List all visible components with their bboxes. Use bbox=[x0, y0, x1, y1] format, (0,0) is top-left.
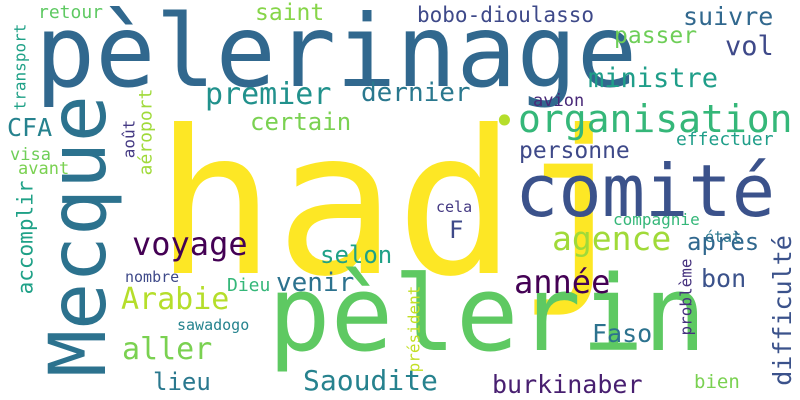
word-cela: cela bbox=[436, 198, 473, 216]
word-effectuer: effectuer bbox=[676, 129, 774, 150]
word-probleme: problème bbox=[677, 258, 696, 336]
word-transport: transport bbox=[10, 23, 29, 111]
word-burkinaber: burkinaber bbox=[492, 370, 643, 399]
word-suivre: suivre bbox=[683, 2, 774, 31]
word-bien: bien bbox=[694, 371, 740, 393]
word-avion: avion bbox=[533, 91, 585, 111]
word-voyage: voyage bbox=[132, 225, 248, 263]
word-hadj: hadj bbox=[155, 88, 637, 321]
word-difficulte: difficulté bbox=[767, 234, 797, 386]
word-sawadogo: sawadogo bbox=[177, 316, 250, 334]
word-president: président bbox=[403, 285, 423, 373]
word-bobo: bobo-dioulasso bbox=[417, 3, 595, 27]
word-cfa: CFA bbox=[7, 113, 53, 142]
word-arabie: Arabie bbox=[121, 282, 230, 317]
word-retour: retour bbox=[38, 2, 104, 23]
word-organisation: organisation bbox=[518, 97, 793, 141]
word-compagnie: compagnie bbox=[613, 210, 700, 229]
word-pelerinage: pèlerinage bbox=[35, 0, 638, 110]
word-ministre: ministre bbox=[588, 63, 719, 94]
word-nombre: nombre bbox=[125, 268, 180, 286]
word-visa: visa bbox=[10, 145, 51, 165]
word-venir: venir bbox=[276, 268, 355, 298]
word-lieu: lieu bbox=[153, 368, 211, 396]
word-vol: vol bbox=[725, 31, 774, 62]
word-apres: après bbox=[687, 228, 760, 256]
word-pelerin: pèlerin bbox=[268, 253, 707, 375]
word-personne: personne bbox=[519, 138, 630, 164]
word-aeroport: aéroport bbox=[134, 88, 156, 176]
word-dernier: dernier bbox=[361, 78, 471, 108]
word-passer: passer bbox=[614, 23, 698, 49]
word-annee: année bbox=[514, 263, 611, 301]
word-comite: comité bbox=[515, 149, 776, 233]
word-dieu: Dieu bbox=[227, 275, 271, 296]
word-certain: certain bbox=[250, 108, 352, 136]
word-agence: agence bbox=[552, 219, 672, 258]
word-selon: selon bbox=[320, 241, 393, 269]
word-dot: • bbox=[493, 99, 516, 143]
word-aller: aller bbox=[122, 332, 213, 367]
word-bon: bon bbox=[701, 264, 747, 293]
word-f: F bbox=[449, 216, 464, 244]
word-faso: Faso bbox=[592, 319, 653, 348]
word-avant: avant bbox=[18, 159, 70, 179]
word-etat: état bbox=[705, 228, 742, 246]
word-saint: saint bbox=[255, 0, 325, 26]
word-saoudite: Saoudite bbox=[303, 364, 438, 397]
word-premier: premier bbox=[205, 77, 332, 112]
word-accomplir: accomplir bbox=[13, 180, 37, 295]
